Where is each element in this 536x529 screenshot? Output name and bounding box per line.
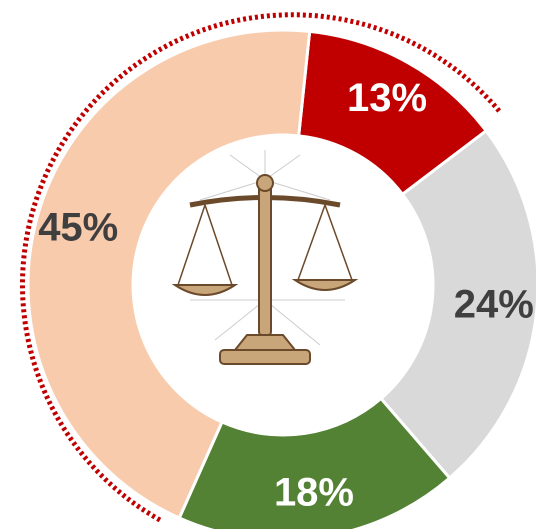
data-label: 24% <box>454 283 534 327</box>
data-label: 45% <box>38 206 118 250</box>
chart: 13% 24% 18% 45% <box>0 0 536 529</box>
data-label: 18% <box>274 470 354 514</box>
data-label: 13% <box>347 76 427 120</box>
